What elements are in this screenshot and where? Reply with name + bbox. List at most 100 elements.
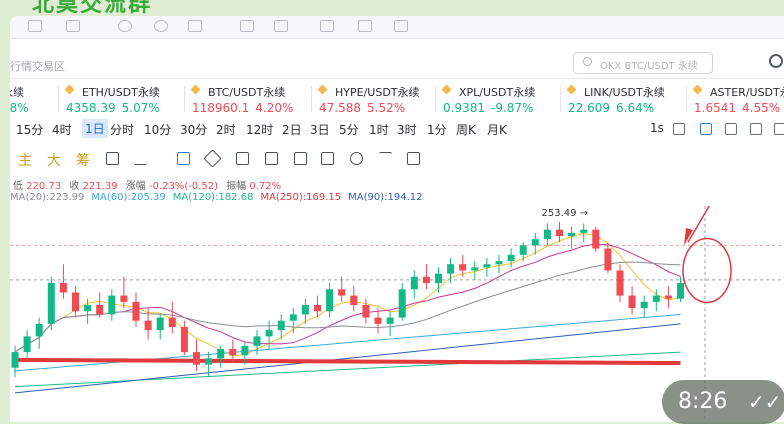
candle-body	[132, 301, 140, 321]
interval-tab[interactable]: 周K	[456, 123, 476, 137]
zoom-icon[interactable]	[154, 20, 168, 32]
timestamp-badge: 8:26 ✓✓	[662, 380, 784, 424]
interval-tab[interactable]: 15分	[16, 123, 44, 137]
candle-body	[592, 229, 600, 249]
fullscreen-icon[interactable]	[750, 123, 762, 135]
read-ticks-icon: ✓✓	[748, 390, 782, 414]
indicator-big[interactable]: 大	[47, 153, 61, 169]
export-icon[interactable]	[394, 20, 408, 32]
ticker-price: 0.9381	[443, 101, 485, 115]
ruler-icon[interactable]	[203, 149, 222, 168]
ma-legend-item: MA(250):169.15	[260, 192, 342, 203]
amp-label: 振幅	[226, 181, 247, 192]
chart-icon[interactable]	[320, 20, 334, 32]
candle-body	[471, 267, 479, 271]
low-label: 低	[13, 181, 23, 192]
ma-legend-item: MA(20):223.99	[10, 192, 85, 203]
candle-body	[483, 264, 491, 268]
candle-body	[241, 345, 249, 356]
window-icon[interactable]	[28, 20, 42, 32]
filter-icon[interactable]	[379, 152, 392, 165]
candle-body	[265, 330, 273, 337]
top-banner: 北莫交流群	[0, 0, 784, 16]
interval-tab[interactable]: 2时	[216, 123, 236, 137]
candle-body	[120, 295, 128, 302]
candle-body	[289, 314, 297, 321]
more-icon[interactable]	[774, 123, 784, 135]
trendline-icon[interactable]	[134, 152, 147, 165]
interval-tab[interactable]: 3时	[397, 123, 417, 137]
indicator-chips[interactable]: 筹	[76, 153, 90, 169]
interval-tab[interactable]: 4时	[52, 123, 72, 137]
candle-body	[604, 248, 612, 271]
header-strip: 行情交易区 OKX BTC/USDT 永续	[10, 38, 784, 79]
ticker-diamond-icon	[64, 84, 75, 95]
drawing-toolbar: 主 大 筹	[10, 146, 784, 172]
interval-tab[interactable]: 1时	[369, 123, 389, 137]
indicator-main[interactable]: 主	[18, 153, 32, 169]
candle-body	[640, 301, 648, 309]
ticker-divider	[311, 86, 312, 112]
candle-body	[616, 270, 624, 296]
crop-icon[interactable]	[725, 123, 737, 135]
candle-body	[326, 289, 334, 312]
interval-tab[interactable]: 1分	[427, 123, 447, 137]
candle-body	[628, 295, 636, 309]
ticker-symbol: 永续	[10, 86, 24, 99]
interval-tab[interactable]: 月K	[487, 123, 507, 137]
interval-tab[interactable]: 3日	[310, 123, 330, 137]
copy-icon[interactable]	[240, 20, 254, 32]
interval-tab[interactable]: 12时	[246, 123, 274, 137]
candlestick-chart[interactable]: 253.49 →	[10, 206, 784, 422]
candle-body	[422, 276, 430, 284]
candle-body	[193, 352, 200, 365]
candle-body	[398, 289, 406, 318]
layout-icon[interactable]	[358, 20, 372, 32]
search-icon[interactable]	[118, 20, 132, 32]
candle-body	[229, 348, 237, 356]
candle-body	[531, 239, 539, 246]
panel-icon[interactable]	[274, 20, 288, 32]
trash-icon[interactable]	[407, 152, 420, 165]
interval-tab[interactable]: 1日	[82, 119, 108, 138]
interval-seconds[interactable]: 1s	[650, 121, 664, 135]
candle-body	[507, 254, 515, 262]
pencil-icon[interactable]	[700, 123, 712, 135]
candle-body	[495, 261, 503, 265]
interval-tab[interactable]: 2日	[282, 123, 302, 137]
ma120-line	[14, 351, 681, 388]
candle-body	[108, 295, 116, 315]
grid-icon[interactable]	[66, 20, 80, 32]
ticker-change: 68%	[10, 101, 29, 115]
timestamp: 8:26	[678, 389, 728, 414]
candle-body	[314, 305, 321, 312]
annotation-arrowhead	[684, 227, 693, 246]
interval-tab[interactable]: 5分	[339, 123, 359, 137]
candle-body	[47, 283, 55, 324]
interval-tab[interactable]: 分时	[110, 123, 135, 137]
ticker-diamond-icon	[441, 84, 452, 95]
candle-body	[410, 276, 418, 290]
top-toolbar	[10, 16, 784, 39]
magnet-icon[interactable]	[350, 152, 363, 165]
brush-icon[interactable]	[236, 152, 249, 165]
timer-icon[interactable]	[294, 152, 307, 165]
layers-icon[interactable]	[177, 152, 190, 165]
candle-body	[217, 348, 225, 359]
settings-gear-icon[interactable]	[769, 54, 783, 68]
ticker-symbol: ETH/USDT永续	[82, 86, 160, 99]
camera-icon[interactable]	[673, 123, 685, 135]
interval-tab[interactable]: 10分	[144, 123, 172, 137]
indicator-settings-icon[interactable]	[106, 152, 119, 165]
calendar-icon[interactable]	[188, 20, 202, 32]
search-input[interactable]: OKX BTC/USDT 永续	[573, 52, 713, 74]
ticker-symbol: BTC/USDT永续	[208, 86, 286, 99]
candles-icon[interactable]	[265, 152, 278, 165]
change-value: -0.23%(-0.52)	[148, 181, 218, 192]
ticker-diamond-icon	[317, 84, 328, 95]
ohlc-readout: 低 220.73 收 221.39 涨幅 -0.23%(-0.52) 振幅 0.…	[13, 177, 286, 192]
note-icon[interactable]	[321, 152, 334, 165]
interval-tab[interactable]: 30分	[180, 123, 208, 137]
candle-body	[180, 326, 188, 353]
search-placeholder: OKX BTC/USDT 永续	[600, 61, 698, 72]
